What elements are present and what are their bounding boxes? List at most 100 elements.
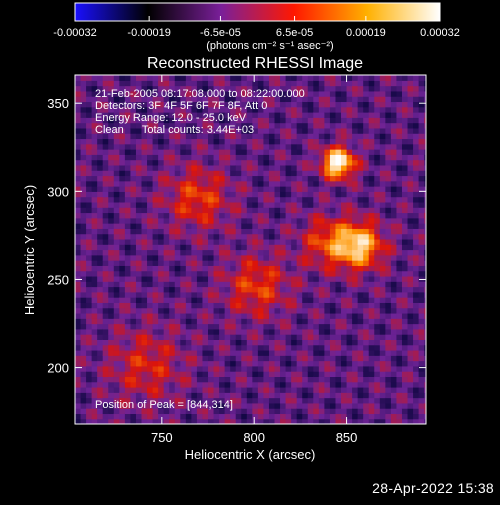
heatmap-cell [385, 154, 392, 161]
heatmap-cell [357, 408, 364, 415]
heatmap-cell [252, 186, 259, 192]
heatmap-cell [91, 360, 98, 367]
heatmap-cell [75, 365, 82, 372]
heatmap-cell [413, 344, 420, 351]
heatmap-cell [274, 318, 281, 325]
heatmap-cell [346, 349, 353, 356]
heatmap-cell [119, 397, 126, 404]
heatmap-cell [219, 402, 226, 409]
heatmap-cell [208, 75, 215, 81]
heatmap-cell [224, 80, 231, 87]
heatmap-cell [241, 297, 248, 303]
heatmap-cell [390, 238, 398, 245]
heatmap-cell [274, 260, 281, 266]
heatmap-cell [363, 376, 370, 383]
heatmap-cell [368, 275, 375, 282]
heatmap-cell [141, 223, 148, 229]
heatmap-cell [324, 365, 331, 372]
heatmap-cell [357, 249, 364, 256]
heatmap-cell [302, 154, 309, 161]
heatmap-cell [141, 154, 148, 161]
heatmap-cell [224, 138, 231, 145]
heatmap-cell [379, 196, 386, 203]
heatmap-cell [219, 323, 226, 330]
heatmap-cell [130, 164, 137, 171]
heatmap-cell [147, 96, 154, 103]
heatmap-cell [235, 201, 242, 208]
heatmap-cell [147, 154, 154, 161]
heatmap-cell [302, 191, 309, 198]
heatmap-cell [180, 376, 187, 383]
heatmap-cell [285, 149, 292, 155]
heatmap-cell [141, 349, 148, 356]
heatmap-cell [396, 159, 403, 166]
heatmap-cell [280, 265, 287, 272]
heatmap-cell [213, 112, 220, 118]
heatmap-cell [418, 339, 425, 346]
heatmap-cell [341, 180, 348, 187]
heatmap-cell [396, 265, 403, 272]
heatmap-cell [407, 122, 414, 129]
heatmap-cell [363, 138, 370, 145]
heatmap-cell [241, 302, 248, 309]
heatmap-cell [202, 170, 209, 177]
heatmap-cell [407, 201, 414, 208]
heatmap-cell [141, 297, 148, 303]
heatmap-cell [407, 212, 414, 219]
heatmap-cell [379, 291, 386, 298]
heatmap-cell [280, 175, 287, 182]
heatmap-cell [335, 254, 342, 261]
heatmap-cell [368, 381, 375, 388]
heatmap-cell [257, 371, 265, 378]
heatmap-cell [268, 196, 276, 203]
heatmap-cell [97, 244, 104, 251]
heatmap-cell [141, 85, 148, 92]
heatmap-cell [257, 302, 265, 309]
heatmap-cell [202, 106, 209, 113]
heatmap-cell [241, 402, 248, 409]
heatmap-cell [407, 397, 414, 404]
heatmap-cell [285, 96, 292, 103]
heatmap-cell [108, 122, 115, 129]
heatmap-cell [191, 112, 198, 118]
heatmap-cell [113, 286, 120, 293]
heatmap-cell [324, 339, 331, 346]
heatmap-cell [307, 238, 314, 245]
heatmap-cell [196, 291, 204, 298]
heatmap-cell [230, 397, 237, 404]
heatmap-cell [329, 191, 337, 198]
heatmap-cell [307, 164, 314, 171]
heatmap-cell [185, 149, 192, 155]
heatmap-cell [257, 360, 265, 367]
heatmap-cell [196, 117, 204, 124]
heatmap-cell [280, 408, 287, 415]
heatmap-cell [213, 228, 220, 235]
heatmap-cell [102, 397, 109, 404]
heatmap-cell [313, 344, 320, 351]
heatmap-cell [418, 365, 425, 372]
heatmap-cell [230, 170, 237, 177]
heatmap-cell [219, 381, 226, 388]
heatmap-cell [208, 201, 215, 208]
heatmap-cell [185, 122, 192, 129]
heatmap-cell [185, 117, 192, 124]
heatmap-cell [368, 344, 375, 351]
heatmap-cell [363, 286, 370, 293]
heatmap-cell [363, 217, 370, 224]
heatmap-cell [141, 418, 148, 424]
heatmap-cell [274, 418, 281, 424]
heatmap-cell [390, 117, 398, 124]
heatmap-cell [169, 360, 176, 367]
heatmap-cell [263, 302, 270, 309]
heatmap-cell [224, 402, 231, 409]
heatmap-cell [219, 339, 226, 346]
heatmap-cell [235, 244, 242, 251]
heatmap-cell [141, 112, 148, 118]
heatmap-cell [379, 392, 386, 399]
heatmap-cell [390, 270, 398, 277]
heatmap-cell [97, 228, 104, 235]
heatmap-cell [119, 149, 126, 155]
heatmap-cell [396, 143, 403, 150]
heatmap-cell [313, 418, 320, 424]
heatmap-cell [213, 339, 220, 346]
